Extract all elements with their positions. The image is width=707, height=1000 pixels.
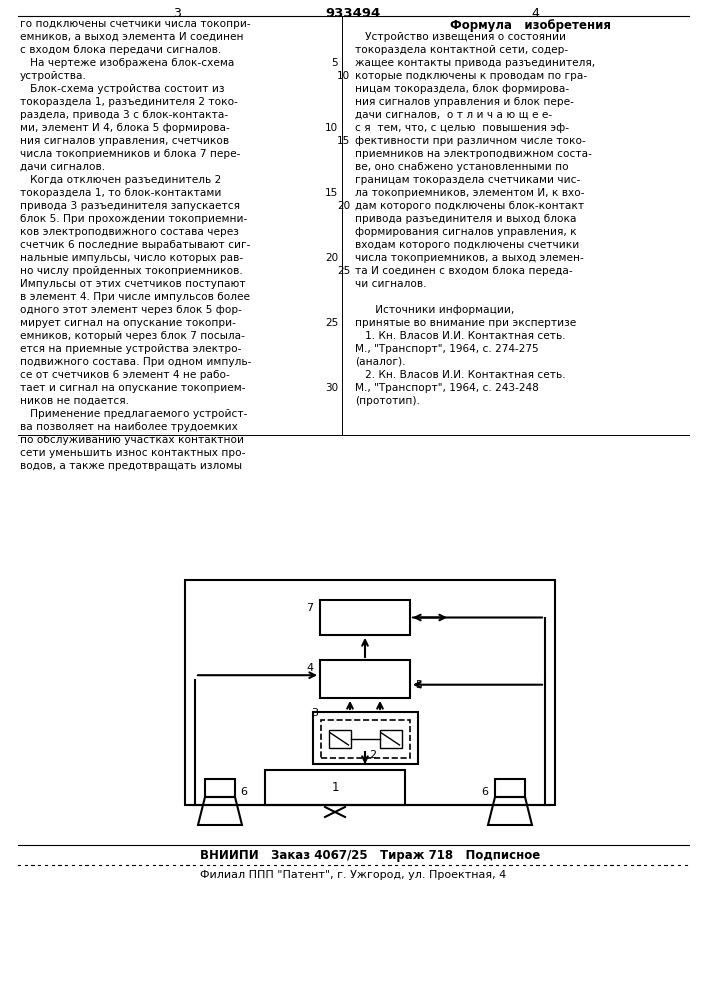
Text: 4: 4 <box>306 663 313 673</box>
Text: границам токораздела счетчиками чис-: границам токораздела счетчиками чис- <box>355 175 580 185</box>
Bar <box>205 779 235 797</box>
Text: емников, а выход элемента И соединен: емников, а выход элемента И соединен <box>20 32 243 42</box>
Text: 2. Кн. Власов И.И. Контактная сеть.: 2. Кн. Власов И.И. Контактная сеть. <box>355 370 566 380</box>
Bar <box>185 580 555 805</box>
Text: мирует сигнал на опускание токопри-: мирует сигнал на опускание токопри- <box>20 318 236 328</box>
Text: ницам токораздела, блок формирова-: ницам токораздела, блок формирова- <box>355 84 569 94</box>
Text: числа токоприемников, а выход элемен-: числа токоприемников, а выход элемен- <box>355 253 584 263</box>
Text: 6: 6 <box>240 787 247 797</box>
Text: подвижного состава. При одном импуль-: подвижного состава. При одном импуль- <box>20 357 252 367</box>
Text: 5: 5 <box>415 680 422 690</box>
Text: Источники информации,: Источники информации, <box>355 305 514 315</box>
Text: го подключены счетчики числа токопри-: го подключены счетчики числа токопри- <box>20 19 250 29</box>
Text: ется на приемные устройства электро-: ется на приемные устройства электро- <box>20 344 241 354</box>
Text: се от счетчиков 6 элемент 4 не рабо-: се от счетчиков 6 элемент 4 не рабо- <box>20 370 230 380</box>
Bar <box>320 660 410 698</box>
Text: формирования сигналов управления, к: формирования сигналов управления, к <box>355 227 577 237</box>
Text: Применение предлагаемого устройст-: Применение предлагаемого устройст- <box>20 409 247 419</box>
Text: ва позволяет на наиболее трудоемких: ва позволяет на наиболее трудоемких <box>20 422 238 432</box>
Bar <box>320 720 409 758</box>
Text: ния сигналов управления и блок пере-: ния сигналов управления и блок пере- <box>355 97 574 107</box>
Text: устройства.: устройства. <box>20 71 87 81</box>
Bar <box>380 730 402 748</box>
Text: М., "Транспорт", 1964, с. 243-248: М., "Транспорт", 1964, с. 243-248 <box>355 383 539 393</box>
Text: Когда отключен разъединитель 2: Когда отключен разъединитель 2 <box>20 175 221 185</box>
Text: 30: 30 <box>325 383 338 393</box>
Bar <box>312 712 418 764</box>
Text: чи сигналов.: чи сигналов. <box>355 279 426 289</box>
Text: дам которого подключены блок-контакт: дам которого подключены блок-контакт <box>355 201 584 211</box>
Text: 20: 20 <box>325 253 338 263</box>
Text: 15: 15 <box>325 188 338 198</box>
Bar <box>320 600 410 635</box>
Text: дачи сигналов,  о т л и ч а ю щ е е-: дачи сигналов, о т л и ч а ю щ е е- <box>355 110 552 120</box>
Text: 6: 6 <box>481 787 488 797</box>
Text: (аналог).: (аналог). <box>355 357 406 367</box>
Text: Устройство извещения о состоянии: Устройство извещения о состоянии <box>355 32 566 42</box>
Text: привода 3 разъединителя запускается: привода 3 разъединителя запускается <box>20 201 240 211</box>
Text: ников не подается.: ников не подается. <box>20 396 129 406</box>
Text: 25: 25 <box>325 318 338 328</box>
Text: ми, элемент И 4, блока 5 формирова-: ми, элемент И 4, блока 5 формирова- <box>20 123 230 133</box>
Text: 5: 5 <box>332 58 338 68</box>
Text: счетчик 6 последние вырабатывают сиг-: счетчик 6 последние вырабатывают сиг- <box>20 240 250 250</box>
Text: по обслуживанию участках контактной: по обслуживанию участках контактной <box>20 435 244 445</box>
Text: с я  тем, что, с целью  повышения эф-: с я тем, что, с целью повышения эф- <box>355 123 569 133</box>
Text: 3: 3 <box>173 7 181 20</box>
Text: 20: 20 <box>337 201 350 211</box>
Text: водов, а также предотвращать изломы: водов, а также предотвращать изломы <box>20 461 242 471</box>
Text: 25: 25 <box>337 266 350 276</box>
Text: блок 5. При прохождении токоприемни-: блок 5. При прохождении токоприемни- <box>20 214 247 224</box>
Text: 2: 2 <box>369 750 376 760</box>
Text: Формула   изобретения: Формула изобретения <box>450 19 611 32</box>
Text: дачи сигналов.: дачи сигналов. <box>20 162 105 172</box>
Text: тает и сигнал на опускание токоприем-: тает и сигнал на опускание токоприем- <box>20 383 245 393</box>
Text: в элемент 4. При числе импульсов более: в элемент 4. При числе импульсов более <box>20 292 250 302</box>
Text: (прототип).: (прототип). <box>355 396 420 406</box>
Text: ВНИИПИ   Заказ 4067/25   Тираж 718   Подписное: ВНИИПИ Заказ 4067/25 Тираж 718 Подписное <box>200 849 540 862</box>
Text: привода разъединителя и выход блока: привода разъединителя и выход блока <box>355 214 576 224</box>
Text: сети уменьшить износ контактных про-: сети уменьшить износ контактных про- <box>20 448 245 458</box>
Text: раздела, привода 3 с блок-контакта-: раздела, привода 3 с блок-контакта- <box>20 110 228 120</box>
Text: 4: 4 <box>531 7 539 20</box>
Text: 7: 7 <box>306 603 313 613</box>
Text: 3: 3 <box>312 708 318 718</box>
Text: с входом блока передачи сигналов.: с входом блока передачи сигналов. <box>20 45 221 55</box>
Bar <box>495 779 525 797</box>
Text: входам которого подключены счетчики: входам которого подключены счетчики <box>355 240 579 250</box>
Text: токораздела 1, то блок-контактами: токораздела 1, то блок-контактами <box>20 188 221 198</box>
Text: ве, оно снабжено установленными по: ве, оно снабжено установленными по <box>355 162 568 172</box>
Text: нальные импульсы, число которых рав-: нальные импульсы, число которых рав- <box>20 253 243 263</box>
Text: На чертеже изображена блок-схема: На чертеже изображена блок-схема <box>20 58 235 68</box>
Text: принятые во внимание при экспертизе: принятые во внимание при экспертизе <box>355 318 576 328</box>
Text: жащее контакты привода разъединителя,: жащее контакты привода разъединителя, <box>355 58 595 68</box>
Text: 15: 15 <box>337 136 350 146</box>
Text: 1. Кн. Власов И.И. Контактная сеть.: 1. Кн. Власов И.И. Контактная сеть. <box>355 331 566 341</box>
Text: М., "Транспорт", 1964, с. 274-275: М., "Транспорт", 1964, с. 274-275 <box>355 344 539 354</box>
Text: но числу пройденных токоприемников.: но числу пройденных токоприемников. <box>20 266 243 276</box>
Text: приемников на электроподвижном соста-: приемников на электроподвижном соста- <box>355 149 592 159</box>
Text: которые подключены к проводам по гра-: которые подключены к проводам по гра- <box>355 71 587 81</box>
Bar <box>329 730 351 748</box>
Text: Филиал ППП "Патент", г. Ужгород, ул. Проектная, 4: Филиал ППП "Патент", г. Ужгород, ул. Про… <box>200 870 506 880</box>
Text: ла токоприемников, элементом И, к вхо-: ла токоприемников, элементом И, к вхо- <box>355 188 585 198</box>
Text: емников, который через блок 7 посыла-: емников, который через блок 7 посыла- <box>20 331 245 341</box>
Text: ния сигналов управления, счетчиков: ния сигналов управления, счетчиков <box>20 136 229 146</box>
Text: та И соединен с входом блока переда-: та И соединен с входом блока переда- <box>355 266 573 276</box>
Text: 10: 10 <box>325 123 338 133</box>
Text: 933494: 933494 <box>325 7 380 20</box>
Text: Блок-схема устройства состоит из: Блок-схема устройства состоит из <box>20 84 225 94</box>
Text: токораздела контактной сети, содер-: токораздела контактной сети, содер- <box>355 45 568 55</box>
Text: 1: 1 <box>332 781 339 794</box>
Text: токораздела 1, разъединителя 2 токо-: токораздела 1, разъединителя 2 токо- <box>20 97 238 107</box>
Text: одного этот элемент через блок 5 фор-: одного этот элемент через блок 5 фор- <box>20 305 242 315</box>
Text: Импульсы от этих счетчиков поступают: Импульсы от этих счетчиков поступают <box>20 279 245 289</box>
Text: фективности при различном числе токо-: фективности при различном числе токо- <box>355 136 586 146</box>
Bar <box>265 770 405 805</box>
Text: ков электроподвижного состава через: ков электроподвижного состава через <box>20 227 239 237</box>
Text: 10: 10 <box>337 71 350 81</box>
Text: числа токоприемников и блока 7 пере-: числа токоприемников и блока 7 пере- <box>20 149 240 159</box>
